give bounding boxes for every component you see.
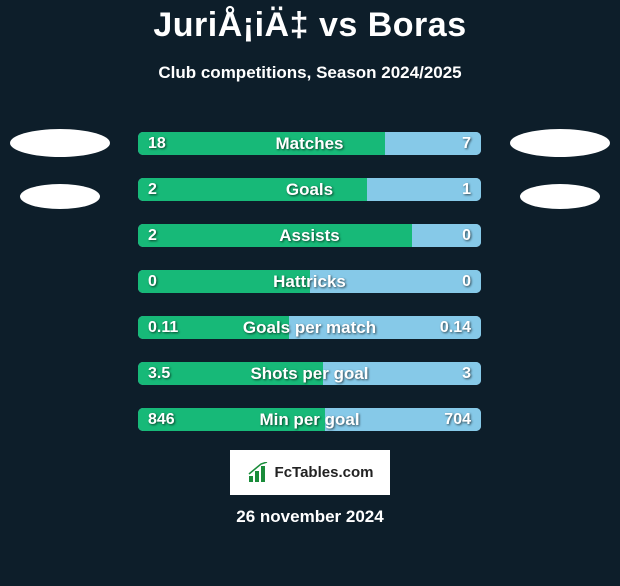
stat-value-left: 0	[138, 270, 167, 293]
stat-label: Min per goal	[138, 408, 481, 431]
stat-label: Hattricks	[138, 270, 481, 293]
stat-value-right: 0	[452, 224, 481, 247]
stat-row: Shots per goal3.5 3	[138, 362, 481, 385]
player-left-badge-1	[10, 129, 110, 157]
stat-value-right: 3	[452, 362, 481, 385]
stat-value-right: 0.14	[430, 316, 481, 339]
stat-value-left: 0.11	[138, 316, 188, 339]
logo-box: FcTables.com	[230, 450, 390, 495]
page-subtitle: Club competitions, Season 2024/2025	[0, 63, 620, 83]
stat-value-left: 3.5	[138, 362, 180, 385]
logo-text: FcTables.com	[275, 464, 374, 481]
footer-date: 26 november 2024	[0, 507, 620, 527]
stat-label: Goals	[138, 178, 481, 201]
stat-value-right: 1	[452, 178, 481, 201]
player-left-flags	[10, 129, 110, 209]
stat-value-right: 0	[452, 270, 481, 293]
stat-label: Matches	[138, 132, 481, 155]
page-title: JuriÅ¡iÄ‡ vs Boras	[0, 6, 620, 45]
stat-row: Goals2 1	[138, 178, 481, 201]
comparison-bars: Matches187Goals21Assists20Hattricks00Goa…	[138, 132, 481, 454]
logo-icon	[247, 462, 269, 484]
stat-value-right: 7	[452, 132, 481, 155]
player-right-badge-2	[520, 184, 600, 209]
stat-value-right: 704	[434, 408, 481, 431]
stat-label: Shots per goal	[138, 362, 481, 385]
stat-row: Goals per match0.110.14	[138, 316, 481, 339]
stat-value-left: 18	[138, 132, 176, 155]
stat-value-left: 846	[138, 408, 185, 431]
stat-value-left: 2	[138, 224, 167, 247]
stat-row: Assists2 0	[138, 224, 481, 247]
player-right-flags	[510, 129, 610, 209]
player-left-badge-2	[20, 184, 100, 209]
stat-row: Matches18 7	[138, 132, 481, 155]
stat-value-left: 2	[138, 178, 167, 201]
stat-row: Min per goal846 704	[138, 408, 481, 431]
stat-label: Assists	[138, 224, 481, 247]
stat-row: Hattricks0 0	[138, 270, 481, 293]
player-right-badge-1	[510, 129, 610, 157]
